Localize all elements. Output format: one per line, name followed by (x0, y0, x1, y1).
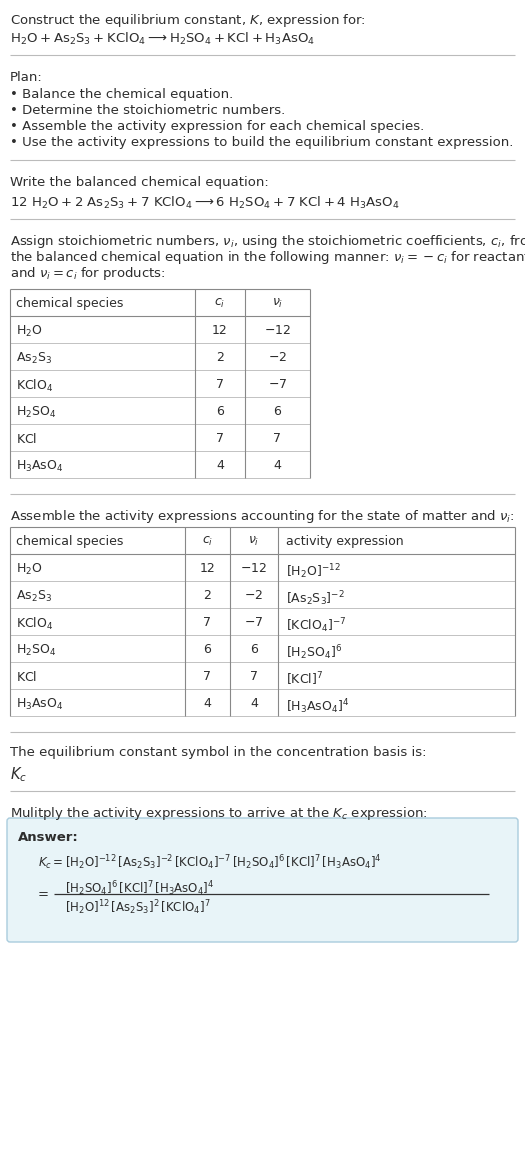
Text: $\mathrm{H_3AsO_4}$: $\mathrm{H_3AsO_4}$ (16, 459, 64, 474)
Text: Answer:: Answer: (18, 831, 79, 844)
Text: 6: 6 (204, 643, 212, 656)
Text: $\mathrm{H_2O}$: $\mathrm{H_2O}$ (16, 562, 43, 578)
Text: $\nu_i$: $\nu_i$ (248, 535, 260, 548)
Text: chemical species: chemical species (16, 535, 123, 548)
Text: Assemble the activity expressions accounting for the state of matter and $\nu_i$: Assemble the activity expressions accoun… (10, 508, 514, 525)
Text: the balanced chemical equation in the following manner: $\nu_i = -c_i$ for react: the balanced chemical equation in the fo… (10, 249, 525, 266)
Text: $K_c$: $K_c$ (10, 765, 27, 784)
Text: 2: 2 (216, 351, 224, 364)
Text: 7: 7 (216, 378, 224, 391)
Text: 6: 6 (216, 405, 224, 418)
Text: 2: 2 (204, 589, 212, 602)
Text: $\mathrm{KClO_4}$: $\mathrm{KClO_4}$ (16, 616, 54, 632)
Text: • Determine the stoichiometric numbers.: • Determine the stoichiometric numbers. (10, 104, 285, 117)
Text: $\mathrm{KCl}$: $\mathrm{KCl}$ (16, 432, 37, 446)
Text: $[\mathrm{H_2SO_4}]^{6}\,[\mathrm{KCl}]^{7}\,[\mathrm{H_3AsO_4}]^{4}$: $[\mathrm{H_2SO_4}]^{6}\,[\mathrm{KCl}]^… (65, 879, 214, 898)
Text: $c_i$: $c_i$ (202, 535, 213, 548)
Text: 6: 6 (250, 643, 258, 656)
Text: and $\nu_i = c_i$ for products:: and $\nu_i = c_i$ for products: (10, 265, 165, 282)
Text: $[\mathrm{As_2S_3}]^{-2}$: $[\mathrm{As_2S_3}]^{-2}$ (286, 589, 345, 608)
Text: $\mathrm{KCl}$: $\mathrm{KCl}$ (16, 670, 37, 684)
Text: $-12$: $-12$ (240, 562, 268, 575)
Text: $[\mathrm{H_2O}]^{-12}$: $[\mathrm{H_2O}]^{-12}$ (286, 562, 341, 581)
Text: Write the balanced chemical equation:: Write the balanced chemical equation: (10, 176, 269, 189)
Text: $[\mathrm{KCl}]^{7}$: $[\mathrm{KCl}]^{7}$ (286, 670, 323, 688)
Text: $\nu_i$: $\nu_i$ (272, 297, 283, 310)
Text: $-7$: $-7$ (244, 616, 264, 629)
Text: $-2$: $-2$ (268, 351, 287, 364)
Text: 6: 6 (274, 405, 281, 418)
Text: 7: 7 (274, 432, 281, 445)
Text: $\mathrm{H_2SO_4}$: $\mathrm{H_2SO_4}$ (16, 643, 56, 659)
Text: $-7$: $-7$ (268, 378, 287, 391)
Text: 4: 4 (204, 697, 212, 710)
Text: $\mathrm{H_2SO_4}$: $\mathrm{H_2SO_4}$ (16, 405, 56, 420)
Text: 4: 4 (250, 697, 258, 710)
Text: $\mathrm{As_2S_3}$: $\mathrm{As_2S_3}$ (16, 351, 52, 366)
Text: $-2$: $-2$ (245, 589, 264, 602)
Text: $-12$: $-12$ (264, 324, 291, 337)
Text: • Balance the chemical equation.: • Balance the chemical equation. (10, 88, 233, 101)
Text: 7: 7 (204, 616, 212, 629)
Text: 7: 7 (250, 670, 258, 683)
Text: Assign stoichiometric numbers, $\nu_i$, using the stoichiometric coefficients, $: Assign stoichiometric numbers, $\nu_i$, … (10, 232, 525, 250)
Text: Plan:: Plan: (10, 70, 43, 85)
Text: $\mathrm{H_3AsO_4}$: $\mathrm{H_3AsO_4}$ (16, 697, 64, 713)
Text: 7: 7 (204, 670, 212, 683)
Text: 4: 4 (216, 459, 224, 472)
Text: $\mathrm{H_2O}$: $\mathrm{H_2O}$ (16, 324, 43, 339)
Text: 4: 4 (274, 459, 281, 472)
FancyBboxPatch shape (7, 818, 518, 942)
Text: $\mathrm{12\ H_2O + 2\ As_2S_3 + 7\ KClO_4 \longrightarrow 6\ H_2SO_4 + 7\ KCl +: $\mathrm{12\ H_2O + 2\ As_2S_3 + 7\ KClO… (10, 195, 400, 211)
Text: • Assemble the activity expression for each chemical species.: • Assemble the activity expression for e… (10, 120, 424, 133)
Text: $c_i$: $c_i$ (214, 297, 226, 310)
Text: 12: 12 (212, 324, 228, 337)
Text: 7: 7 (216, 432, 224, 445)
Text: $[\mathrm{H_2SO_4}]^{6}$: $[\mathrm{H_2SO_4}]^{6}$ (286, 643, 342, 662)
Text: $K_c = [\mathrm{H_2O}]^{-12}\,[\mathrm{As_2S_3}]^{-2}\,[\mathrm{KClO_4}]^{-7}\,[: $K_c = [\mathrm{H_2O}]^{-12}\,[\mathrm{A… (38, 853, 382, 872)
Text: Construct the equilibrium constant, $K$, expression for:: Construct the equilibrium constant, $K$,… (10, 12, 366, 29)
Text: activity expression: activity expression (286, 535, 404, 548)
Text: $[\mathrm{H_3AsO_4}]^{4}$: $[\mathrm{H_3AsO_4}]^{4}$ (286, 697, 349, 716)
Text: $\mathrm{KClO_4}$: $\mathrm{KClO_4}$ (16, 378, 54, 394)
Text: The equilibrium constant symbol in the concentration basis is:: The equilibrium constant symbol in the c… (10, 745, 426, 760)
Text: • Use the activity expressions to build the equilibrium constant expression.: • Use the activity expressions to build … (10, 136, 513, 149)
Text: Mulitply the activity expressions to arrive at the $K_c$ expression:: Mulitply the activity expressions to arr… (10, 805, 428, 822)
Text: $[\mathrm{H_2O}]^{12}\,[\mathrm{As_2S_3}]^{2}\,[\mathrm{KClO_4}]^{7}$: $[\mathrm{H_2O}]^{12}\,[\mathrm{As_2S_3}… (65, 898, 211, 917)
Text: chemical species: chemical species (16, 297, 123, 310)
Text: $\mathrm{H_2O + As_2S_3 + KClO_4 \longrightarrow H_2SO_4 + KCl + H_3AsO_4}$: $\mathrm{H_2O + As_2S_3 + KClO_4 \longri… (10, 31, 315, 47)
Text: 12: 12 (200, 562, 215, 575)
Text: $\mathrm{As_2S_3}$: $\mathrm{As_2S_3}$ (16, 589, 52, 605)
Text: $[\mathrm{KClO_4}]^{-7}$: $[\mathrm{KClO_4}]^{-7}$ (286, 616, 346, 635)
Text: =: = (38, 888, 49, 900)
